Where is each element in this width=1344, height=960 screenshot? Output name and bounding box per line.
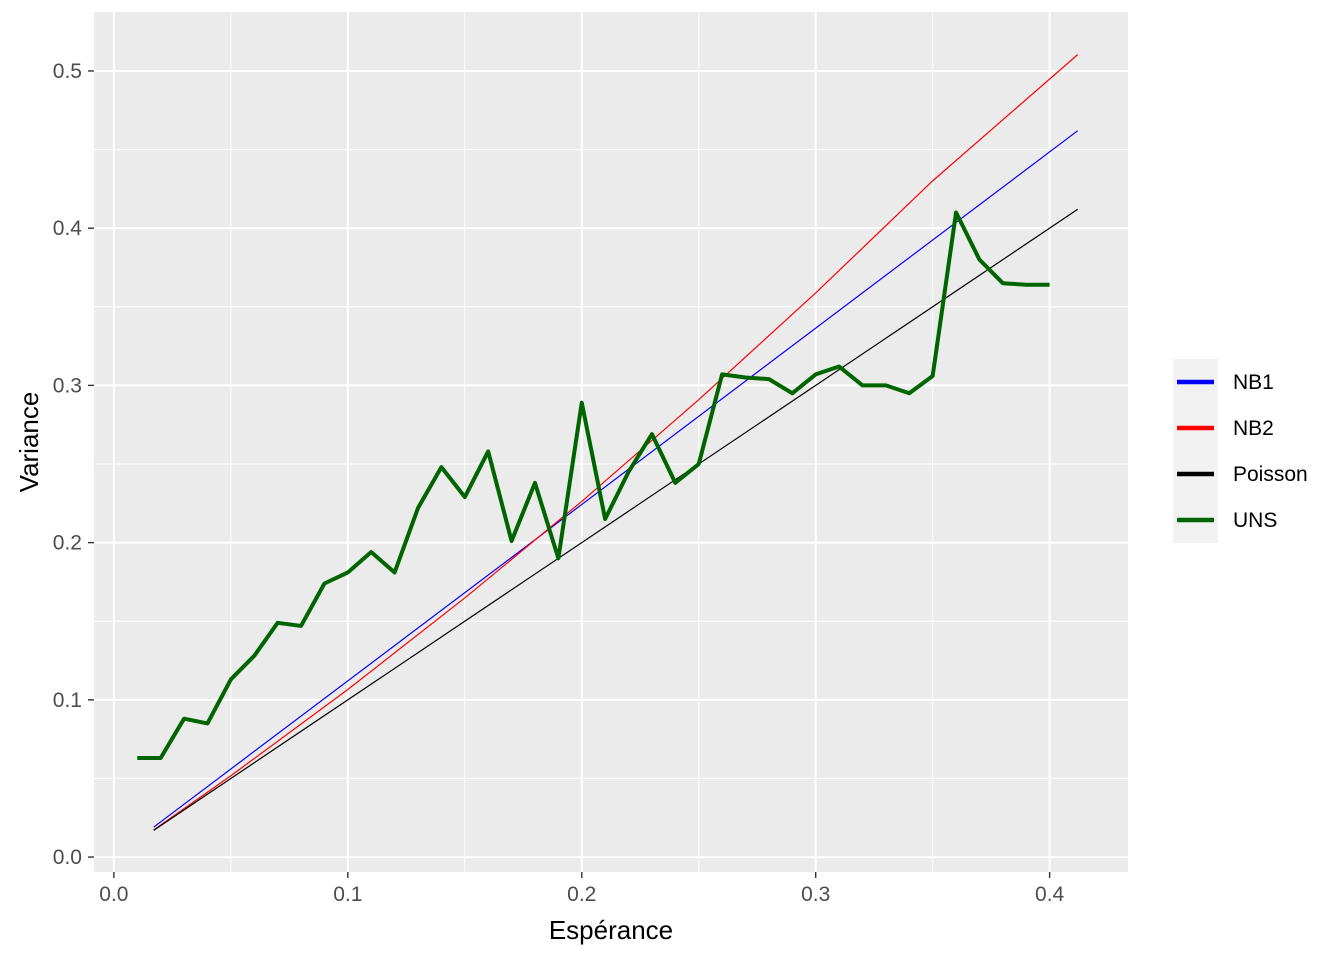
- x-axis-title: Espérance: [549, 915, 673, 945]
- y-tick-label: 0.2: [53, 532, 82, 555]
- series-line-nb1: [153, 130, 1079, 828]
- legend-label: UNS: [1233, 509, 1277, 532]
- grid-minor: [94, 12, 1128, 872]
- legend-label: Poisson: [1233, 463, 1308, 486]
- x-tick-label: 0.3: [801, 883, 830, 906]
- y-axis: 0.0 0.1 0.2 0.3 0.4 0.5: [53, 60, 94, 869]
- series-line-poisson: [153, 208, 1079, 831]
- legend-key-background: [1173, 359, 1218, 543]
- x-axis: 0.0 0.1 0.2 0.3 0.4: [99, 872, 1065, 906]
- x-tick-label: 0.0: [99, 883, 128, 906]
- x-tick-label: 0.2: [567, 883, 596, 906]
- x-tick-label: 0.1: [333, 883, 362, 906]
- series-layer: [137, 54, 1079, 831]
- x-tick-label: 0.4: [1035, 883, 1065, 906]
- series-line-uns: [137, 210, 1050, 761]
- plot-panel: [94, 12, 1128, 872]
- grid-major: [94, 12, 1128, 872]
- legend-label: NB2: [1233, 417, 1274, 440]
- legend-label: NB1: [1233, 371, 1274, 394]
- y-tick-label: 0.1: [53, 689, 82, 712]
- y-tick-label: 0.3: [53, 374, 82, 397]
- series-line-nb2: [153, 54, 1079, 831]
- y-tick-label: 0.0: [53, 846, 82, 869]
- y-tick-label: 0.4: [53, 217, 83, 240]
- legend: NB1 NB2 Poisson UNS: [1173, 359, 1308, 543]
- y-axis-title: Variance: [14, 392, 44, 493]
- y-tick-label: 0.5: [53, 60, 82, 83]
